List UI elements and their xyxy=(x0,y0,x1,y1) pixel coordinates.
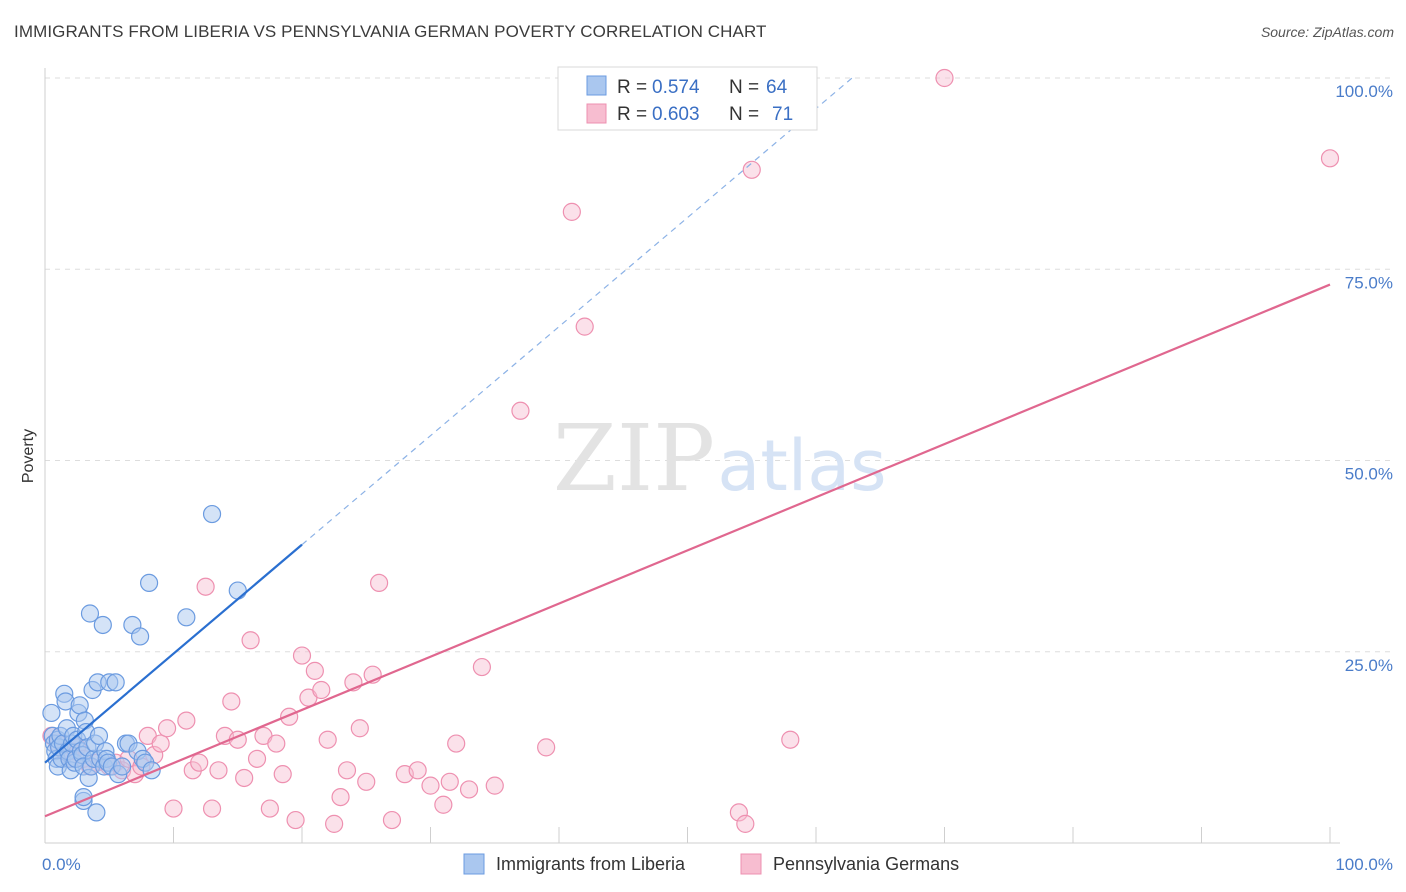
data-point-pennsylvania-germans xyxy=(196,577,215,596)
y-tick-label: 75.0% xyxy=(1345,273,1393,292)
data-point-pennsylvania-germans xyxy=(331,787,350,807)
x-tick-labels: 0.0% 100.0% xyxy=(42,855,1393,874)
data-point-pennsylvania-germans xyxy=(382,810,402,830)
legend-r-label-pink: R = xyxy=(617,104,647,125)
data-point-pennsylvania-germans xyxy=(434,795,453,814)
trend-lines xyxy=(44,75,1331,818)
data-point-pennsylvania-germans xyxy=(273,765,292,784)
legend-n-value-pink: 71 xyxy=(772,104,793,125)
data-point-pennsylvania-germans xyxy=(370,573,389,593)
x-tick-label: 0.0% xyxy=(42,855,81,874)
data-point-pennsylvania-germans xyxy=(472,657,491,677)
data-point-pennsylvania-germans xyxy=(325,814,344,833)
data-point-pennsylvania-germans xyxy=(286,810,305,830)
data-point-pennsylvania-germans xyxy=(190,753,209,772)
data-point-pennsylvania-germans xyxy=(177,711,196,730)
data-point-immigrants-from-liberia xyxy=(228,581,247,600)
data-point-immigrants-from-liberia xyxy=(106,673,125,692)
data-point-pennsylvania-germans xyxy=(421,776,440,795)
data-point-pennsylvania-germans xyxy=(742,160,761,179)
data-point-pennsylvania-germans xyxy=(209,761,228,780)
data-point-pennsylvania-germans xyxy=(485,776,504,795)
data-point-pennsylvania-germans xyxy=(440,772,459,791)
legend-swatch-pink xyxy=(586,103,607,124)
data-point-pennsylvania-germans xyxy=(292,646,312,665)
y-tick-label: 25.0% xyxy=(1345,656,1393,675)
legend-r-value-pink: 0.603 xyxy=(652,104,700,125)
data-point-pennsylvania-germans xyxy=(318,730,337,749)
top-legend: R = 0.574 N = 64 R = 0.603 N = 71 xyxy=(557,66,818,131)
data-point-pennsylvania-germans xyxy=(202,799,222,818)
data-point-pennsylvania-germans xyxy=(935,68,954,88)
data-point-pennsylvania-germans xyxy=(729,803,749,822)
legend-swatch-blue xyxy=(586,75,607,96)
watermark-zip: ZIP xyxy=(553,405,715,512)
data-point-immigrants-from-liberia xyxy=(130,627,150,646)
legend-n-label-blue: N = xyxy=(729,77,759,98)
data-point-pennsylvania-germans xyxy=(447,734,466,753)
data-point-pennsylvania-germans xyxy=(164,799,183,818)
data-point-pennsylvania-germans xyxy=(781,730,800,749)
data-point-pennsylvania-germans xyxy=(736,814,755,833)
x-tick-label: 100.0% xyxy=(1335,855,1393,874)
y-tick-label: 100.0% xyxy=(1335,82,1393,101)
bottom-legend: Immigrants from Liberia Pennsylvania Ger… xyxy=(463,853,959,875)
gridlines xyxy=(45,77,1395,653)
y-tick-labels: 25.0% 50.0% 75.0% 100.0% xyxy=(1335,82,1393,675)
watermark-atlas: atlas xyxy=(717,425,886,507)
data-point-immigrants-from-liberia xyxy=(202,504,222,524)
bottom-legend-label-blue: Immigrants from Liberia xyxy=(496,854,686,874)
chart-source: Source: ZipAtlas.com xyxy=(1260,24,1394,40)
data-point-immigrants-from-liberia xyxy=(42,703,61,723)
bottom-legend-swatch-blue xyxy=(463,853,485,875)
data-point-pennsylvania-germans xyxy=(157,719,177,738)
data-point-pennsylvania-germans xyxy=(575,317,594,336)
trend-line-pennsylvania-germans xyxy=(44,283,1331,818)
data-point-immigrants-from-liberia xyxy=(177,608,196,627)
data-point-pennsylvania-germans xyxy=(562,202,581,221)
legend-n-value-blue: 64 xyxy=(766,77,788,98)
data-point-pennsylvania-germans xyxy=(247,749,267,768)
legend-r-value-blue: 0.574 xyxy=(652,77,700,98)
data-point-pennsylvania-germans xyxy=(235,768,254,788)
data-point-pennsylvania-germans xyxy=(260,799,279,818)
data-point-pennsylvania-germans xyxy=(1320,149,1340,168)
y-axis-label: Poverty xyxy=(20,429,37,483)
legend-r-label-blue: R = xyxy=(617,77,647,98)
trend-line-immigrants-from-liberia xyxy=(44,543,303,764)
bottom-legend-label-pink: Pennsylvania Germans xyxy=(773,854,959,874)
data-point-pennsylvania-germans xyxy=(267,734,286,753)
data-point-pennsylvania-germans xyxy=(350,719,369,738)
data-point-immigrants-from-liberia xyxy=(89,726,109,746)
data-point-pennsylvania-germans xyxy=(357,772,376,791)
data-point-immigrants-from-liberia xyxy=(87,803,106,822)
chart-title: IMMIGRANTS FROM LIBERIA VS PENNSYLVANIA … xyxy=(14,22,767,41)
data-point-immigrants-from-liberia xyxy=(70,696,89,715)
data-point-pennsylvania-germans xyxy=(151,734,170,753)
data-point-pennsylvania-germans xyxy=(337,761,357,780)
data-point-pennsylvania-germans xyxy=(511,401,530,420)
data-point-pennsylvania-germans xyxy=(222,692,241,711)
data-point-pennsylvania-germans xyxy=(305,661,324,680)
data-point-immigrants-from-liberia xyxy=(139,573,159,593)
bottom-legend-swatch-pink xyxy=(740,853,762,875)
data-point-immigrants-from-liberia xyxy=(80,604,100,623)
y-tick-label: 50.0% xyxy=(1345,465,1393,484)
watermark: ZIP atlas xyxy=(553,405,887,512)
data-point-pennsylvania-germans xyxy=(312,680,331,700)
data-point-pennsylvania-germans xyxy=(459,780,479,799)
data-point-immigrants-from-liberia xyxy=(112,757,132,776)
data-point-pennsylvania-germans xyxy=(241,631,260,650)
data-point-immigrants-from-liberia xyxy=(93,615,112,635)
data-point-pennsylvania-germans xyxy=(408,761,427,780)
data-point-pennsylvania-germans xyxy=(537,738,556,757)
legend-n-label-pink: N = xyxy=(729,104,759,125)
